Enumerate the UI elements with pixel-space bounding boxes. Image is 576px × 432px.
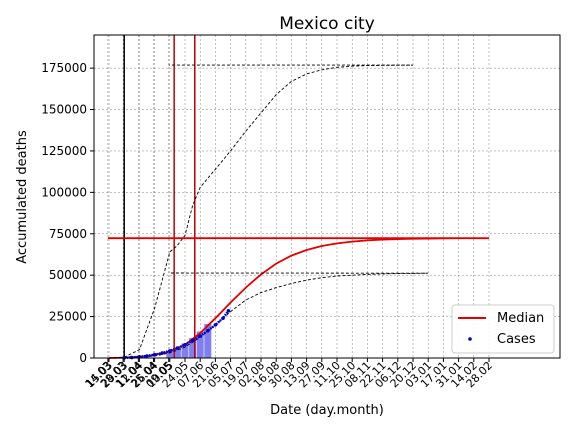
y-tick-label: 25000 (49, 310, 87, 324)
y-axis-ticks: 0 25000 50000 75000 100000 125000 150000 175000 (41, 61, 94, 365)
case-point (168, 349, 172, 353)
series-lines (107, 64, 489, 359)
case-bar (181, 343, 189, 358)
case-point (190, 338, 195, 343)
case-bar (173, 347, 181, 358)
legend: Median Cases (451, 304, 555, 354)
grid-lines (94, 35, 560, 359)
y-tick-label: 75000 (49, 227, 87, 241)
chart-title: Mexico city (279, 14, 375, 34)
case-bar (204, 324, 212, 358)
y-tick-label: 150000 (41, 103, 87, 117)
y-tick-label: 0 (79, 351, 87, 365)
plot-frame (93, 34, 561, 359)
case-point (198, 334, 202, 338)
case-bar (189, 338, 197, 358)
case-point (183, 342, 187, 347)
x-axis-ticks: 15.0329.0312.0426.0410.0524.0507.0621.06… (83, 358, 495, 390)
y-tick-label: 50000 (49, 268, 87, 282)
case-bar (196, 331, 204, 358)
case-point (145, 354, 149, 358)
y-axis-label: Accumulated deaths (15, 130, 30, 264)
y-tick-label: 175000 (41, 61, 87, 75)
case-point (221, 316, 225, 321)
median-line (107, 237, 489, 359)
case-point (152, 352, 157, 357)
case-point (206, 328, 210, 333)
vertical-markers (123, 35, 196, 358)
cases-trace (124, 310, 230, 360)
bound-line (108, 272, 429, 359)
legend-median-label: Median (497, 311, 544, 326)
y-tick-label: 125000 (41, 144, 87, 158)
x-axis-label: Date (day.month) (270, 403, 384, 418)
case-point (160, 351, 164, 355)
case-point (213, 323, 218, 327)
legend-cases-swatch (468, 337, 472, 341)
legend-cases-label: Cases (497, 332, 536, 347)
y-tick-label: 100000 (41, 185, 87, 199)
case-bars (166, 324, 212, 358)
case-point (175, 346, 180, 350)
case-bar (166, 351, 174, 358)
bound-line (108, 64, 414, 359)
case-point (226, 308, 231, 313)
